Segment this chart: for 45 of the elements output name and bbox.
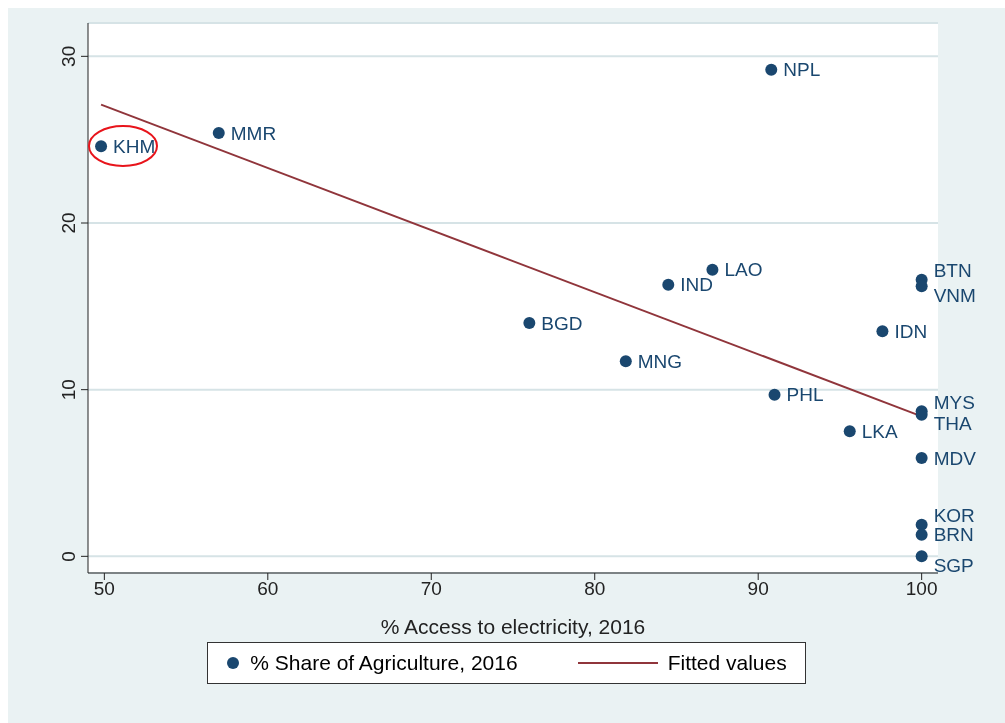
data-label: MYS xyxy=(933,391,975,413)
data-label: MDV xyxy=(933,447,977,469)
data-label: BTN xyxy=(933,260,972,282)
x-tick-label: 50 xyxy=(93,578,115,600)
data-label: IDN xyxy=(894,320,928,342)
data-label: THA xyxy=(933,413,972,435)
point xyxy=(915,550,928,563)
data-label: VNM xyxy=(933,284,976,306)
y-tick-label: 10 xyxy=(58,379,79,401)
x-tick-label: 60 xyxy=(257,578,279,600)
point xyxy=(915,528,928,541)
point xyxy=(662,278,675,291)
point xyxy=(915,452,928,464)
x-tick-label: 90 xyxy=(747,578,769,600)
legend-label: Fitted values xyxy=(666,651,787,675)
data-label: NPL xyxy=(783,59,821,81)
y-tick-label: 30 xyxy=(58,45,79,67)
point xyxy=(876,325,889,338)
x-tick-label: 100 xyxy=(905,578,938,600)
data-label: MNG xyxy=(637,350,683,372)
point xyxy=(212,127,225,139)
point xyxy=(706,263,719,276)
point xyxy=(95,140,108,153)
legend-label: % Share of Agriculture, 2016 xyxy=(249,651,518,675)
point xyxy=(843,425,856,438)
x-axis-title: % Access to electricity, 2016 xyxy=(380,615,646,638)
x-tick-label: 80 xyxy=(584,578,606,600)
data-label: BGD xyxy=(541,312,583,334)
data-label: KHM xyxy=(113,135,156,157)
data-label: LAO xyxy=(724,259,763,281)
data-label: SGP xyxy=(933,554,974,576)
data-label: IND xyxy=(680,274,714,296)
x-tick-label: 70 xyxy=(420,578,442,600)
point xyxy=(523,317,536,329)
point xyxy=(915,518,928,531)
data-label: BRN xyxy=(933,524,974,546)
point xyxy=(768,388,781,401)
data-label: LKA xyxy=(861,420,898,442)
point xyxy=(619,355,632,368)
y-tick-label: 0 xyxy=(58,551,79,562)
point xyxy=(765,63,778,76)
data-label: MMR xyxy=(230,122,277,144)
data-label: PHL xyxy=(786,384,824,406)
y-tick-label: 20 xyxy=(58,212,79,234)
data-label: KOR xyxy=(933,505,975,527)
